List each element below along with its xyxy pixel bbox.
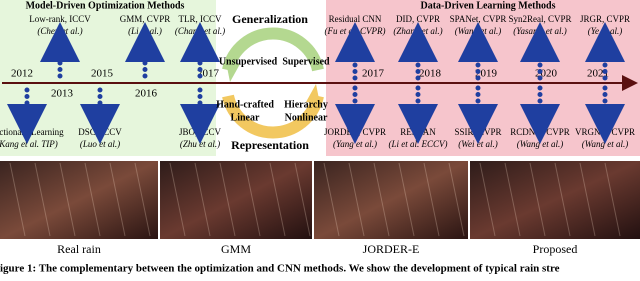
result-image: [160, 161, 312, 239]
method-ref: (Zhu et al.): [180, 139, 220, 149]
method-name: DSC, ICCV: [78, 127, 122, 137]
method-name: JRGR, CVPR: [580, 14, 630, 24]
center-title: Generalization: [232, 12, 308, 26]
method-name: VRGNet, CVPR: [575, 127, 635, 137]
result-image: [0, 161, 158, 239]
year-label: 2017: [362, 68, 385, 80]
method-ref: (Kang et al. TIP): [0, 139, 58, 149]
method-ref: (Ye et al.): [588, 26, 622, 36]
method-ref: (Yasarla et al.): [513, 26, 566, 36]
method-ref: (Zhang et al.): [393, 26, 442, 36]
method-ref: (Wang et al.): [517, 139, 563, 149]
year-label: 2012: [11, 68, 33, 80]
cycle-arrowhead: [306, 84, 320, 104]
rain-streak: [529, 162, 546, 237]
method-name: JORDER, CVPR: [324, 127, 386, 137]
method-ref: (Chang et al.): [175, 26, 225, 36]
center-label: Nonlinear: [285, 112, 328, 123]
result-image: [314, 161, 468, 239]
year-label: 2016: [135, 88, 158, 100]
center-title: Representation: [231, 138, 309, 152]
rain-streak: [34, 162, 51, 237]
method-name: Syn2Real, CVPR: [508, 14, 571, 24]
year-label: 2015: [91, 68, 114, 80]
rain-streak: [579, 162, 596, 237]
method-name: SPANet, CVPR: [450, 14, 507, 24]
rain-streak: [244, 162, 261, 237]
method-ref: (Luo et al.): [80, 139, 120, 149]
rain-streak: [59, 162, 76, 237]
rain-streak: [479, 162, 496, 237]
rain-streak: [219, 162, 236, 237]
rain-streak: [194, 162, 211, 237]
method-ref: (Li et al.): [128, 26, 162, 36]
center-label: Linear: [231, 112, 260, 123]
cycle-arrow-top: [222, 27, 324, 72]
rain-streak: [9, 162, 26, 237]
center-label: Hand-crafted: [216, 99, 274, 110]
method-name: JBO, ICCV: [179, 127, 222, 137]
method-ref: (Li et al. ECCV): [389, 139, 448, 149]
method-ref: (Wei et al.): [458, 139, 497, 149]
method-ref: (Wang et al.): [582, 139, 628, 149]
image-label: GMM: [221, 242, 251, 256]
rain-streak: [84, 162, 101, 237]
rain-streak: [504, 162, 521, 237]
rain-streak: [109, 162, 126, 237]
cycle-arrowhead: [226, 62, 240, 82]
rain-streak: [348, 162, 365, 237]
image-label: JORDER-E: [363, 242, 420, 256]
rain-streak: [554, 162, 571, 237]
panel-title: Data-Driven Learning Methods: [421, 0, 556, 11]
rain-streak: [448, 162, 465, 237]
method-name: DID, CVPR: [396, 14, 440, 24]
rain-streak: [323, 162, 340, 237]
method-name: GMM, CVPR: [120, 14, 171, 24]
method-name: RESCAN: [400, 127, 436, 137]
rain-streak: [269, 162, 286, 237]
method-ref: (Wang et al.): [455, 26, 501, 36]
result-image: [470, 161, 640, 239]
year-label: 2017: [197, 68, 220, 80]
center-label: Unsupervised: [219, 56, 278, 67]
rain-streak: [398, 162, 415, 237]
method-name: Residual CNN: [329, 14, 382, 24]
method-ref: (Chen et al.): [37, 26, 82, 36]
method-name: Low-rank, ICCV: [29, 14, 91, 24]
image-label: Proposed: [533, 242, 578, 256]
method-name: SSIR, CVPR: [454, 127, 501, 137]
rain-streak: [134, 162, 151, 237]
image-label: Real rain: [57, 242, 101, 256]
year-label: 2018: [419, 68, 442, 80]
rain-streak: [169, 162, 186, 237]
rain-streak: [604, 162, 621, 237]
panel-title: Model-Driven Optimization Methods: [26, 0, 185, 11]
center-label: Hierarchy: [284, 99, 328, 110]
method-name: TLR, ICCV: [178, 14, 222, 24]
method-ref: (Fu et al. CVPR): [325, 26, 386, 36]
rain-streak: [373, 162, 390, 237]
rain-streak: [294, 162, 311, 237]
method-ref: (Yang et al.): [333, 139, 377, 149]
cycle-arrow-bottom: [222, 94, 324, 139]
year-label: 2013: [51, 88, 74, 100]
center-label: Supervised: [282, 56, 330, 67]
caption: igure 1: The complementary between the o…: [0, 263, 560, 275]
rain-streak: [423, 162, 440, 237]
year-label: 2019: [475, 68, 498, 80]
method-name: Dictionary Learning: [0, 127, 64, 137]
method-name: RCDNet, CVPR: [510, 127, 570, 137]
